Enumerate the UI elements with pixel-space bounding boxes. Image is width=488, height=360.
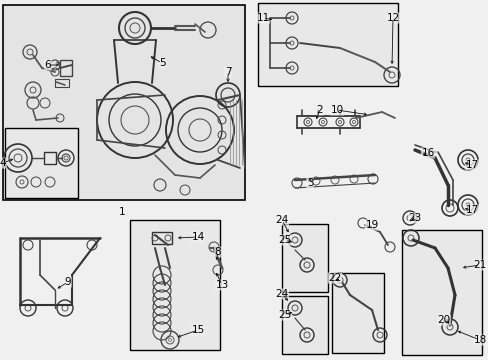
Bar [5,128,78,198]
Text: 8: 8 [214,247,221,257]
Text: 1: 1 [119,207,125,217]
Text: 23: 23 [407,213,421,223]
Text: 17: 17 [465,205,478,215]
Text: 22: 22 [328,273,341,283]
Text: 25: 25 [278,235,291,245]
Text: 2: 2 [316,105,323,115]
Text: 5: 5 [159,58,165,68]
Text: 12: 12 [386,13,399,23]
Text: 4: 4 [0,158,6,168]
Text: 6: 6 [44,60,51,70]
Text: 18: 18 [472,335,486,345]
Text: 20: 20 [437,315,449,325]
Bar [282,296,327,354]
Bar [152,232,172,244]
Text: 25: 25 [278,310,291,320]
Bar [44,152,56,164]
Text: 9: 9 [64,277,71,287]
Text: 16: 16 [421,148,434,158]
Bar [60,60,72,76]
Text: 21: 21 [472,260,486,270]
Text: 3: 3 [306,178,313,188]
Text: 24: 24 [275,215,288,225]
Text: 11: 11 [256,13,269,23]
Bar [55,79,69,87]
Bar [401,230,481,355]
Text: 7: 7 [224,67,231,77]
Text: 17: 17 [465,160,478,170]
Bar [3,5,244,200]
Text: 15: 15 [191,325,204,335]
Text: 24: 24 [275,289,288,299]
Text: 19: 19 [365,220,378,230]
Bar [331,273,383,353]
Bar [282,224,327,292]
Text: 13: 13 [215,280,228,290]
Bar [130,220,220,350]
Text: 14: 14 [191,232,204,242]
Bar [258,3,397,86]
Text: 10: 10 [330,105,343,115]
